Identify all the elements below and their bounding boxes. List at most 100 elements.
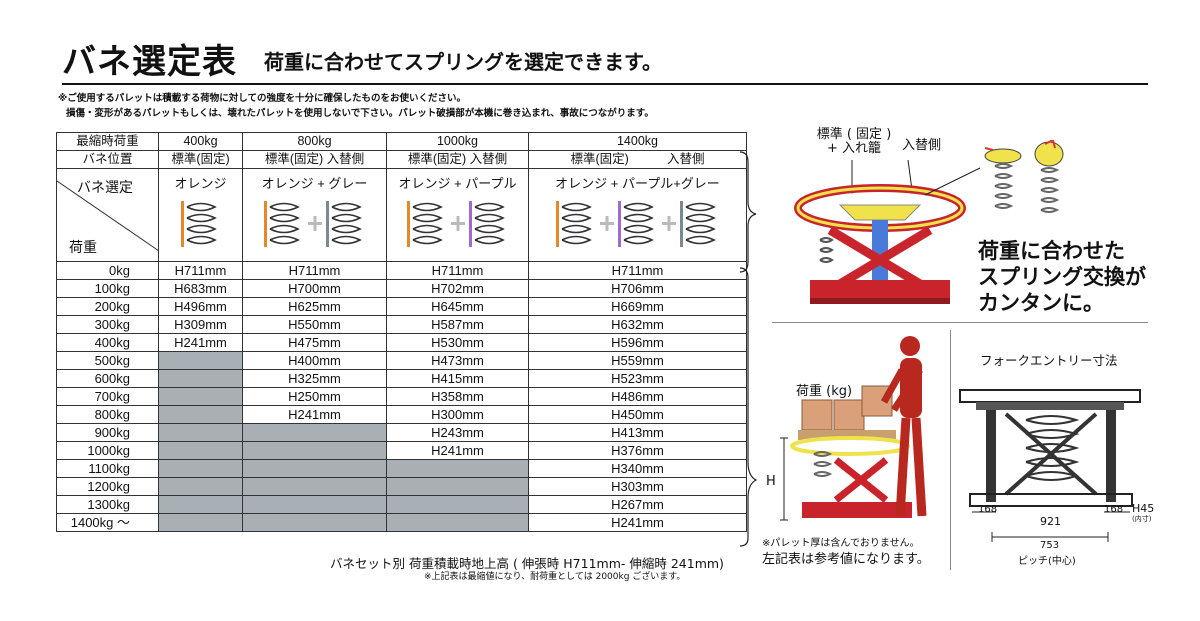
table-row: 900kg H243mm H413mm — [56, 423, 747, 442]
height-cell-1400: H486mm — [528, 387, 747, 406]
table-row: 1300kg H267mm — [56, 495, 747, 514]
height-cell-1000: H702mm — [386, 279, 529, 298]
height-cell-1000 — [386, 513, 529, 532]
height-cell-400 — [158, 351, 243, 370]
height-cell-400: H496mm — [158, 297, 243, 316]
table-row: 300kg H309mm H550mm H587mm H632mm — [56, 315, 747, 334]
spring-position-row: バネ位置 標準(固定) 標準(固定) 入替側 標準(固定) 入替側 標準(固定)… — [56, 150, 747, 169]
height-cell-1400: H711mm — [528, 261, 747, 280]
height-cell-1000: H243mm — [386, 423, 529, 442]
height-cell-800 — [242, 423, 387, 442]
table-row: 1000kg H241mm H376mm — [56, 441, 747, 460]
height-cell-1400: H450mm — [528, 405, 747, 424]
table-row: 100kg H683mm H700mm H702mm H706mm — [56, 279, 747, 298]
height-cell-1400: H241mm — [528, 513, 747, 532]
header-1000kg: 1000kg — [386, 132, 529, 151]
height-cell-1000: H530mm — [386, 333, 529, 352]
lift-table-illustration — [794, 159, 966, 304]
height-cell-400: H241mm — [158, 333, 243, 352]
height-cell-1400: H340mm — [528, 459, 747, 478]
height-cell-800 — [242, 495, 387, 514]
height-cell-800: H475mm — [242, 333, 387, 352]
selection-1000: オレンジ + パープル — [386, 168, 529, 262]
position-label: バネ位置 — [56, 150, 159, 169]
height-cell-400 — [158, 387, 243, 406]
height-cell-800: H325mm — [242, 369, 387, 388]
height-cell-400: H309mm — [158, 315, 243, 334]
footer-note: ※上記表は最縮値になり、耐荷重としては 2000kg ございます。 — [424, 572, 686, 582]
table-row: 400kg H241mm H475mm H530mm H596mm — [56, 333, 747, 352]
height-cell-800 — [242, 459, 387, 478]
position-1400-swap: 入替側 — [667, 152, 705, 166]
table-row: 500kg H400mm H473mm H559mm — [56, 351, 747, 370]
height-cell-400 — [158, 477, 243, 496]
load-cell: 1400kg ～ — [56, 513, 159, 532]
selection-1400: オレンジ + パープル+グレー — [528, 168, 747, 262]
position-800: 標準(固定) 入替側 — [242, 150, 387, 169]
height-cell-1000: H241mm — [386, 441, 529, 460]
height-cell-800: H711mm — [242, 261, 387, 280]
height-cell-1400: H523mm — [528, 369, 747, 388]
dim-168-right: 168 — [1104, 504, 1124, 515]
selection-400-label: オレンジ — [174, 176, 227, 191]
swap-label: 入替側 — [902, 138, 942, 153]
load-kg-label: 荷重 (kg) — [796, 384, 853, 399]
height-cell-400 — [158, 423, 243, 442]
spring-set-orange-icon — [181, 201, 217, 247]
height-cell-1000: H300mm — [386, 405, 529, 424]
operator-with-load-illustration — [780, 336, 927, 521]
headline-line-2: スプリング交換が — [978, 265, 1146, 289]
safety-note-1: ※ご使用するパレットは積載する荷物に対しての強度を十分に確保したものをお使いくだ… — [58, 93, 466, 104]
dim-168-left: 168 — [978, 504, 998, 515]
height-cell-400: H711mm — [158, 261, 243, 280]
table-row: 600kg H325mm H415mm H523mm — [56, 369, 747, 388]
spring-set-orange-grey-icon — [264, 201, 362, 247]
header-800kg: 800kg — [242, 132, 387, 151]
position-800-swap: 入替側 — [326, 152, 365, 166]
load-cell: 700kg — [56, 387, 159, 406]
height-cell-1000 — [386, 459, 529, 478]
height-cell-1400: H632mm — [528, 315, 747, 334]
diagonal-divider — [57, 180, 158, 251]
purple-spring-icon — [618, 201, 654, 247]
load-cell: 200kg — [56, 297, 159, 316]
bracket-braces — [739, 151, 758, 547]
spring-set-orange-purple-grey-icon — [556, 201, 716, 247]
height-cell-1400: H267mm — [528, 495, 747, 514]
spring-selection-row: バネ選定 荷重 オレンジ オレンジ + グレー オレンジ + パープル オレンジ… — [56, 168, 747, 262]
height-cell-400 — [158, 405, 243, 424]
position-1400-standard: 標準(固定) — [570, 152, 629, 166]
dim-inner-label: (内寸) — [1132, 515, 1152, 523]
table-row: 700kg H250mm H358mm H486mm — [56, 387, 747, 406]
header-min-load: 最縮時荷重 — [56, 132, 159, 151]
page-title: バネ選定表 — [62, 42, 237, 82]
load-cell: 1200kg — [56, 477, 159, 496]
orange-spring-icon — [556, 201, 592, 247]
pitch-dimension-line — [991, 532, 1109, 542]
dim-h45: H45 — [1132, 502, 1155, 515]
height-cell-400: H683mm — [158, 279, 243, 298]
standard-label: 標準 ( 固定 ) + 入れ籠 — [816, 127, 892, 156]
grey-spring-icon — [326, 201, 362, 247]
selection-400: オレンジ — [158, 168, 243, 262]
pallet-note: ※パレット厚は含んでおりません。 — [762, 538, 920, 549]
height-cell-1400: H303mm — [528, 477, 747, 496]
page-subtitle: 荷重に合わせてスプリングを選定できます。 — [264, 50, 662, 74]
height-cell-1000: H415mm — [386, 369, 529, 388]
selection-corner-cell: バネ選定 荷重 — [56, 168, 159, 262]
height-cell-800: H250mm — [242, 387, 387, 406]
load-cell: 800kg — [56, 405, 159, 424]
purple-spring-icon — [469, 201, 505, 247]
plus-icon — [662, 216, 676, 231]
height-cell-800 — [242, 513, 387, 532]
load-cell: 1300kg — [56, 495, 159, 514]
selection-1400-label: オレンジ + パープル+グレー — [555, 176, 720, 191]
height-cell-1000: H473mm — [386, 351, 529, 370]
height-cell-400 — [158, 495, 243, 514]
height-cell-400 — [158, 459, 243, 478]
position-800-standard: 標準(固定) — [264, 152, 324, 166]
table-row: 0kg H711mm H711mm H711mm H711mm — [56, 261, 747, 280]
title-divider — [62, 83, 1148, 85]
load-cell: 300kg — [56, 315, 159, 334]
fork-entry-diagram — [959, 389, 1141, 513]
